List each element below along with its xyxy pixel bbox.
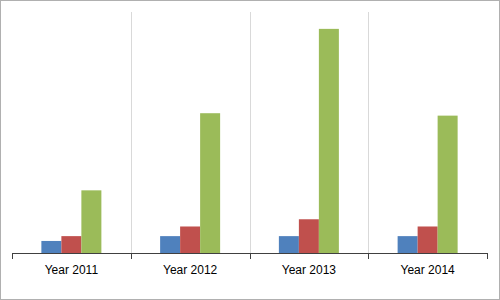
category-separator [250,12,251,253]
category-label: Year 2012 [163,263,218,277]
bar [160,236,180,253]
category-separator [131,12,132,253]
bar [299,219,319,253]
x-axis [12,253,488,254]
bar [200,113,220,253]
bar [319,29,339,253]
bar [81,190,101,253]
category-label: Year 2011 [45,263,99,277]
bar [61,236,81,253]
bars [41,29,457,253]
bar [438,116,458,253]
bar [398,236,418,253]
bar [41,241,61,253]
bar [418,226,438,253]
frame [1,1,500,300]
bar [279,236,299,253]
category-label: Year 2014 [400,263,455,277]
category-separator [368,12,369,253]
bar [180,226,200,253]
category-label: Year 2013 [282,263,337,277]
chart: Year 2011 Year 2012 Year 2013 Year 2014 [0,0,500,300]
